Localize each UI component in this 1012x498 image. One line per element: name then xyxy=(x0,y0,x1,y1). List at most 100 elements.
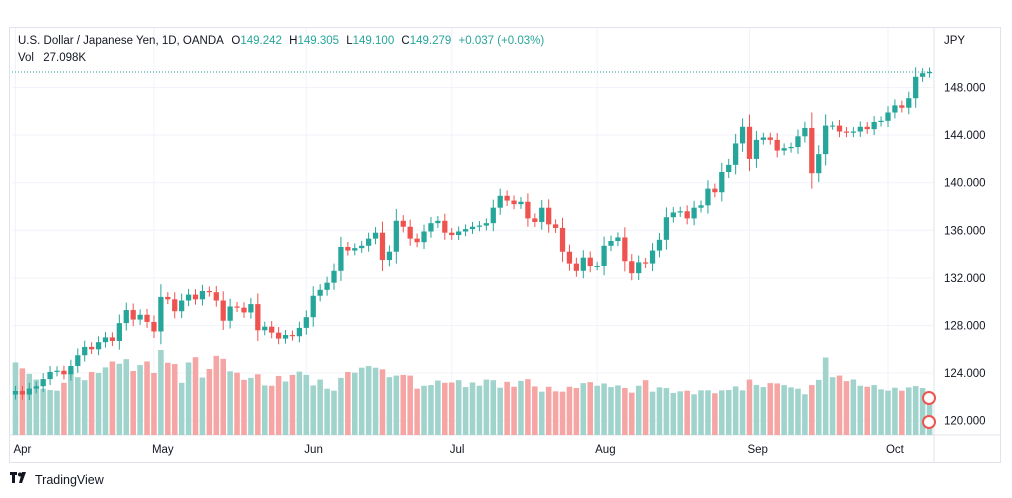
candle-body[interactable] xyxy=(546,207,552,225)
candle-body[interactable] xyxy=(144,314,150,322)
candle-body[interactable] xyxy=(359,245,365,249)
candle-body[interactable] xyxy=(795,136,801,148)
candle-body[interactable] xyxy=(421,231,427,243)
candle-body[interactable] xyxy=(123,310,129,324)
candle-body[interactable] xyxy=(649,250,656,264)
candle-body[interactable] xyxy=(386,251,393,261)
candle-body[interactable] xyxy=(248,304,254,313)
candle-body[interactable] xyxy=(871,122,877,130)
candle-body[interactable] xyxy=(608,241,614,246)
candle-body[interactable] xyxy=(109,337,116,341)
candle-body[interactable] xyxy=(587,257,593,267)
candle-body[interactable] xyxy=(476,225,483,227)
candle-body[interactable] xyxy=(241,307,247,313)
candle-body[interactable] xyxy=(712,188,718,193)
candle-body[interactable] xyxy=(753,139,760,159)
candle-body[interactable] xyxy=(726,164,732,172)
candle-body[interactable] xyxy=(68,365,74,375)
candle-body[interactable] xyxy=(919,73,926,77)
candle-body[interactable] xyxy=(580,257,586,271)
event-badge-icon[interactable] xyxy=(922,391,936,405)
candle-body[interactable] xyxy=(566,251,573,264)
candle-body[interactable] xyxy=(816,154,822,174)
candle-body[interactable] xyxy=(192,294,199,300)
candle-body[interactable] xyxy=(130,310,136,320)
candle-body[interactable] xyxy=(469,226,476,230)
candle-body[interactable] xyxy=(663,217,670,240)
candle-body[interactable] xyxy=(372,232,379,239)
candle-body[interactable] xyxy=(878,120,884,123)
candle-body[interactable] xyxy=(705,188,711,206)
candle-body[interactable] xyxy=(220,300,226,321)
candle-body[interactable] xyxy=(511,200,517,205)
candle-body[interactable] xyxy=(324,282,330,290)
candle-body[interactable] xyxy=(684,211,690,219)
candle-body[interactable] xyxy=(33,386,39,389)
candle-body[interactable] xyxy=(393,220,399,252)
candle-body[interactable] xyxy=(414,238,420,243)
candle-body[interactable] xyxy=(151,321,157,332)
candle-body[interactable] xyxy=(407,226,413,239)
candle-body[interactable] xyxy=(760,137,766,140)
candle-body[interactable] xyxy=(559,227,566,252)
candle-body[interactable] xyxy=(282,335,289,339)
candle-body[interactable] xyxy=(262,326,268,331)
candle-body[interactable] xyxy=(269,326,275,333)
candle-body[interactable] xyxy=(75,355,81,366)
candle-body[interactable] xyxy=(670,212,676,218)
candle-body[interactable] xyxy=(802,127,808,137)
candle-body[interactable] xyxy=(781,148,787,151)
candle-body[interactable] xyxy=(365,238,372,246)
brand-name[interactable]: TradingView xyxy=(35,472,104,487)
candle-body[interactable] xyxy=(116,323,122,341)
candle-body[interactable] xyxy=(573,263,580,271)
candle-body[interactable] xyxy=(767,137,773,140)
candle-body[interactable] xyxy=(26,388,32,395)
candle-body[interactable] xyxy=(906,98,912,108)
candle-body[interactable] xyxy=(61,370,67,375)
candle-body[interactable] xyxy=(518,201,524,205)
candle-body[interactable] xyxy=(739,126,746,144)
candle-body[interactable] xyxy=(379,232,386,261)
candle-body[interactable] xyxy=(400,220,406,227)
candle-body[interactable] xyxy=(234,306,240,308)
candle-body[interactable] xyxy=(40,379,46,387)
candle-body[interactable] xyxy=(926,72,933,74)
candle-body[interactable] xyxy=(345,246,351,251)
candle-body[interactable] xyxy=(483,223,489,226)
candle-body[interactable] xyxy=(691,207,697,219)
candle-body[interactable] xyxy=(456,231,462,236)
candle-body[interactable] xyxy=(296,327,303,337)
candle-body[interactable] xyxy=(435,220,441,224)
candle-body[interactable] xyxy=(165,296,171,300)
candle-body[interactable] xyxy=(338,246,344,271)
candle-body[interactable] xyxy=(206,291,212,293)
candle-body[interactable] xyxy=(539,207,545,222)
candle-body[interactable] xyxy=(172,299,178,312)
candlestick-chart[interactable]: JPY 148.000 144.000 140.000 136.000 132.000 12… xyxy=(10,28,1000,462)
event-badge-icon[interactable] xyxy=(922,415,936,429)
candle-body[interactable] xyxy=(47,371,53,380)
candle-body[interactable] xyxy=(255,304,261,331)
candle-body[interactable] xyxy=(497,195,503,208)
candle-body[interactable] xyxy=(913,76,919,99)
candle-body[interactable] xyxy=(289,335,296,337)
candle-body[interactable] xyxy=(788,147,794,149)
candle-body[interactable] xyxy=(677,211,683,213)
candle-body[interactable] xyxy=(137,314,143,320)
candle-body[interactable] xyxy=(615,237,621,242)
candle-body[interactable] xyxy=(636,262,642,274)
candle-body[interactable] xyxy=(629,261,635,274)
candle-body[interactable] xyxy=(733,143,739,165)
candle-body[interactable] xyxy=(82,346,88,356)
candle-body[interactable] xyxy=(642,262,649,264)
candle-body[interactable] xyxy=(449,232,455,236)
candle-body[interactable] xyxy=(532,218,538,222)
candle-body[interactable] xyxy=(656,239,663,251)
candle-body[interactable] xyxy=(89,346,95,350)
candle-body[interactable] xyxy=(317,289,323,296)
candle-body[interactable] xyxy=(102,337,109,343)
candle-body[interactable] xyxy=(698,205,704,208)
candle-body[interactable] xyxy=(199,291,206,300)
candle-body[interactable] xyxy=(352,248,358,251)
